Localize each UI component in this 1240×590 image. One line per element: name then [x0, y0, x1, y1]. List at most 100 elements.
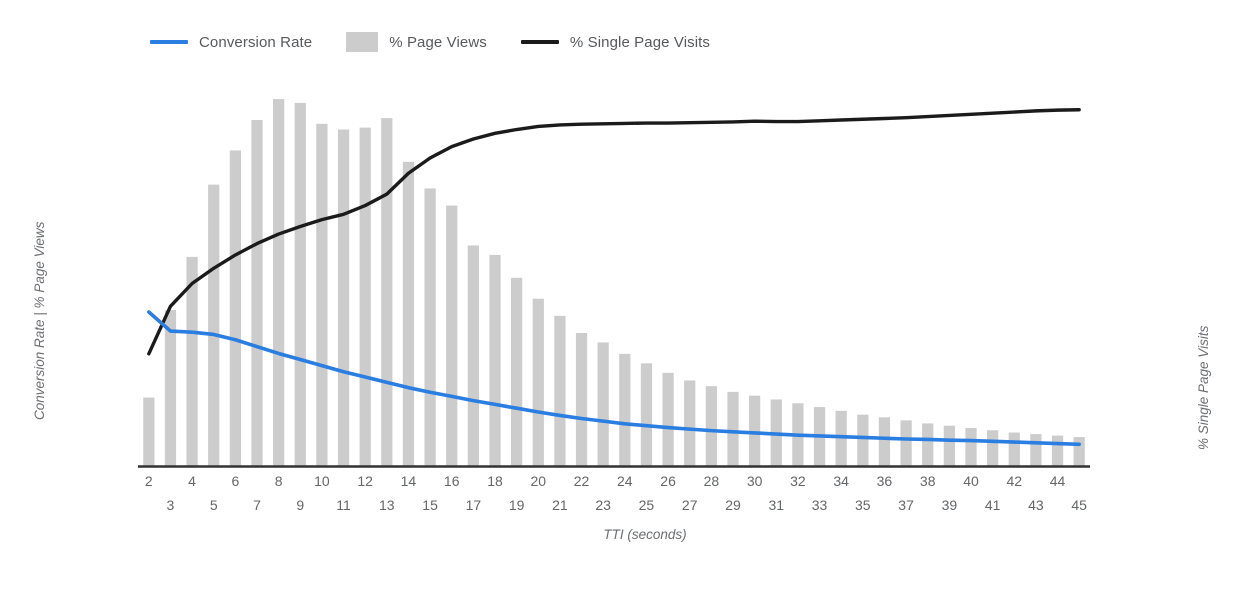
x-axis-tick-label: 24 [617, 473, 633, 489]
bar[interactable] [727, 391, 739, 466]
x-axis-tick-label: 13 [379, 497, 395, 513]
bar[interactable] [251, 120, 263, 466]
bar[interactable] [575, 332, 588, 466]
bar[interactable] [402, 161, 415, 466]
legend-line-marker-icon [150, 40, 188, 44]
legend-label-conversion-rate: Conversion Rate [199, 33, 313, 51]
bar[interactable] [143, 397, 155, 466]
legend-swatch-marker-icon [346, 32, 379, 52]
bar[interactable] [554, 315, 566, 466]
bar[interactable] [1073, 437, 1085, 466]
x-axis-tick-label: 41 [984, 497, 1001, 513]
x-axis-tick-label: 40 [963, 473, 979, 489]
x-axis-tick-label: 17 [465, 497, 482, 513]
conversion-rate-line [147, 310, 1081, 447]
plot-area [138, 80, 1090, 468]
x-axis-tick-label: 25 [638, 497, 655, 513]
x-axis-tick-label: 43 [1028, 497, 1044, 513]
bar[interactable] [900, 420, 912, 466]
x-axis-tick-label: 26 [660, 473, 676, 489]
single-page-visits-line [147, 108, 1081, 356]
bar[interactable] [186, 256, 198, 466]
x-axis-tick-label: 29 [725, 497, 741, 513]
x-axis-tick-label: 11 [336, 497, 351, 513]
bar[interactable] [294, 102, 306, 467]
x-axis-tick-label: 4 [188, 473, 196, 489]
x-axis-tick-label: 27 [681, 497, 698, 513]
bar[interactable] [511, 277, 523, 466]
bar[interactable] [359, 127, 371, 467]
x-axis-tick-label: 33 [811, 497, 828, 513]
x-axis-tick-label: 37 [898, 497, 914, 513]
bar[interactable] [337, 129, 350, 466]
bar[interactable] [467, 245, 479, 466]
x-axis-tick-label: 31 [768, 497, 785, 513]
x-axis-title: TTI (seconds) [603, 527, 687, 542]
x-axis-tick-label: 39 [941, 497, 958, 513]
bar[interactable] [987, 430, 999, 466]
legend-item-page-views[interactable]: % Page Views [346, 32, 487, 52]
bar[interactable] [273, 99, 285, 466]
x-axis-tick-label: 28 [703, 473, 720, 489]
bar[interactable] [640, 363, 653, 466]
x-axis-tick-label: 14 [400, 473, 417, 489]
x-axis-tick-label: 38 [919, 473, 936, 489]
bar[interactable] [1051, 435, 1064, 466]
chart-legend: Conversion Rate % Page Views % Single Pa… [150, 30, 710, 54]
bar[interactable] [705, 386, 717, 466]
x-axis-tick-label: 6 [231, 473, 240, 489]
x-axis-tick-label: 42 [1006, 473, 1023, 489]
x-axis-tick-label: 45 [1071, 497, 1087, 513]
bar[interactable] [922, 423, 934, 466]
x-axis-tick-label: 36 [876, 473, 893, 489]
x-axis-tick-label: 2 [144, 473, 153, 489]
bar[interactable] [381, 118, 393, 467]
bar[interactable] [965, 427, 977, 466]
x-axis-tick-label: 22 [573, 473, 590, 489]
bar[interactable] [1030, 434, 1042, 466]
x-axis-tick-label: 44 [1049, 473, 1066, 489]
x-axis-tick-labels: 2 3 4 5 6 7 8 9 10 11 12 13 14 15 16 17 18 19 20 21 22 23 24 25… [138, 472, 1090, 522]
bar[interactable] [597, 342, 609, 466]
bar[interactable] [208, 184, 220, 466]
plot-svg [138, 99, 1090, 468]
bar[interactable] [446, 205, 458, 466]
x-axis-tick-label: 5 [209, 497, 218, 513]
bar[interactable] [943, 425, 955, 466]
x-axis-tick-label: 21 [552, 497, 568, 513]
bar[interactable] [532, 298, 544, 466]
x-axis-tick-label: 7 [253, 497, 261, 513]
legend-line-marker-icon [520, 40, 559, 44]
y-axis-right-title: % Single Page Visits [1196, 325, 1211, 450]
bar[interactable] [164, 310, 177, 466]
bar[interactable] [749, 395, 761, 466]
bar[interactable] [229, 150, 241, 466]
x-axis-tick-label: 12 [357, 473, 373, 489]
x-axis-tick-label: 30 [746, 473, 763, 489]
bar[interactable] [662, 372, 674, 466]
x-axis-tick-label: 23 [595, 497, 611, 513]
legend-label-page-views: % Page Views [389, 33, 487, 51]
bar[interactable] [316, 123, 328, 466]
bar[interactable] [684, 380, 696, 466]
bar[interactable] [424, 188, 436, 466]
y-axis-left-title: Conversion Rate | % Page Views [32, 221, 47, 420]
legend-item-conversion-rate[interactable]: Conversion Rate [150, 34, 312, 51]
x-axis-tick-label: 32 [790, 473, 806, 489]
bar[interactable] [1008, 432, 1020, 466]
bar[interactable] [857, 414, 869, 466]
x-axis-tick-label: 34 [833, 473, 849, 489]
x-axis-tick-label: 18 [487, 473, 503, 489]
bars-group [143, 99, 1085, 467]
bar[interactable] [489, 254, 501, 466]
bar[interactable] [878, 417, 891, 466]
legend-label-single-page-visits: % Single Page Visits [569, 33, 711, 51]
x-axis-tick-label: 9 [296, 497, 305, 513]
x-axis-tick-label: 20 [530, 473, 547, 489]
x-axis-tick-label: 16 [443, 473, 460, 489]
x-axis-tick-label: 15 [422, 497, 438, 513]
x-axis-tick-label: 19 [508, 497, 525, 513]
bar[interactable] [619, 353, 631, 466]
legend-item-single-page-visits[interactable]: % Single Page Visits [520, 33, 711, 51]
